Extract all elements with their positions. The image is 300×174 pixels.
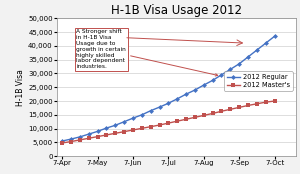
2012 Regular [78, 136, 82, 138]
Line: 2012 Master's: 2012 Master's [60, 99, 276, 145]
2012 Regular [158, 106, 161, 108]
2012 Regular [105, 127, 108, 129]
2012 Regular [96, 130, 99, 132]
2012 Master's [184, 118, 188, 120]
2012 Regular [273, 35, 276, 37]
2012 Regular [167, 102, 170, 104]
2012 Master's [193, 116, 197, 118]
2012 Regular [140, 114, 144, 116]
2012 Regular [220, 74, 223, 76]
2012 Master's [78, 139, 82, 141]
2012 Master's [255, 103, 259, 105]
Y-axis label: H-1B Visa: H-1B Visa [16, 69, 25, 106]
2012 Regular [131, 117, 135, 119]
2012 Regular [255, 49, 259, 51]
Legend: 2012 Regular, 2012 Master's: 2012 Regular, 2012 Master's [224, 72, 292, 91]
2012 Master's [69, 141, 73, 143]
2012 Master's [140, 127, 144, 129]
2012 Regular [149, 110, 152, 112]
2012 Regular [211, 79, 214, 81]
2012 Master's [167, 122, 170, 124]
2012 Regular [237, 63, 241, 65]
2012 Master's [246, 104, 250, 106]
2012 Regular [202, 84, 206, 86]
2012 Master's [131, 129, 135, 131]
2012 Regular [113, 124, 117, 126]
2012 Master's [105, 134, 108, 136]
2012 Master's [60, 142, 64, 144]
2012 Master's [122, 131, 126, 133]
2012 Master's [273, 100, 276, 102]
2012 Regular [122, 121, 126, 123]
2012 Master's [237, 106, 241, 108]
Line: 2012 Regular: 2012 Regular [60, 34, 276, 143]
2012 Regular [176, 98, 179, 100]
2012 Regular [193, 89, 197, 91]
2012 Master's [264, 101, 268, 103]
2012 Master's [158, 124, 161, 126]
2012 Regular [264, 42, 268, 44]
2012 Regular [229, 68, 232, 70]
2012 Regular [184, 93, 188, 95]
Text: A Stronger shift
in H-1B Visa
Usage due to
growth in certain
highly skilled
labo: A Stronger shift in H-1B Visa Usage due … [76, 29, 218, 76]
2012 Regular [69, 138, 73, 140]
Title: H-1B Visa Usage 2012: H-1B Visa Usage 2012 [111, 4, 242, 17]
2012 Master's [202, 114, 206, 116]
2012 Master's [229, 108, 232, 110]
2012 Master's [176, 120, 179, 122]
2012 Master's [96, 136, 99, 138]
2012 Master's [211, 112, 214, 114]
2012 Master's [149, 126, 152, 128]
2012 Regular [60, 140, 64, 142]
2012 Master's [87, 137, 91, 139]
2012 Master's [220, 110, 223, 112]
2012 Regular [87, 133, 91, 135]
2012 Master's [113, 132, 117, 134]
2012 Regular [246, 56, 250, 58]
